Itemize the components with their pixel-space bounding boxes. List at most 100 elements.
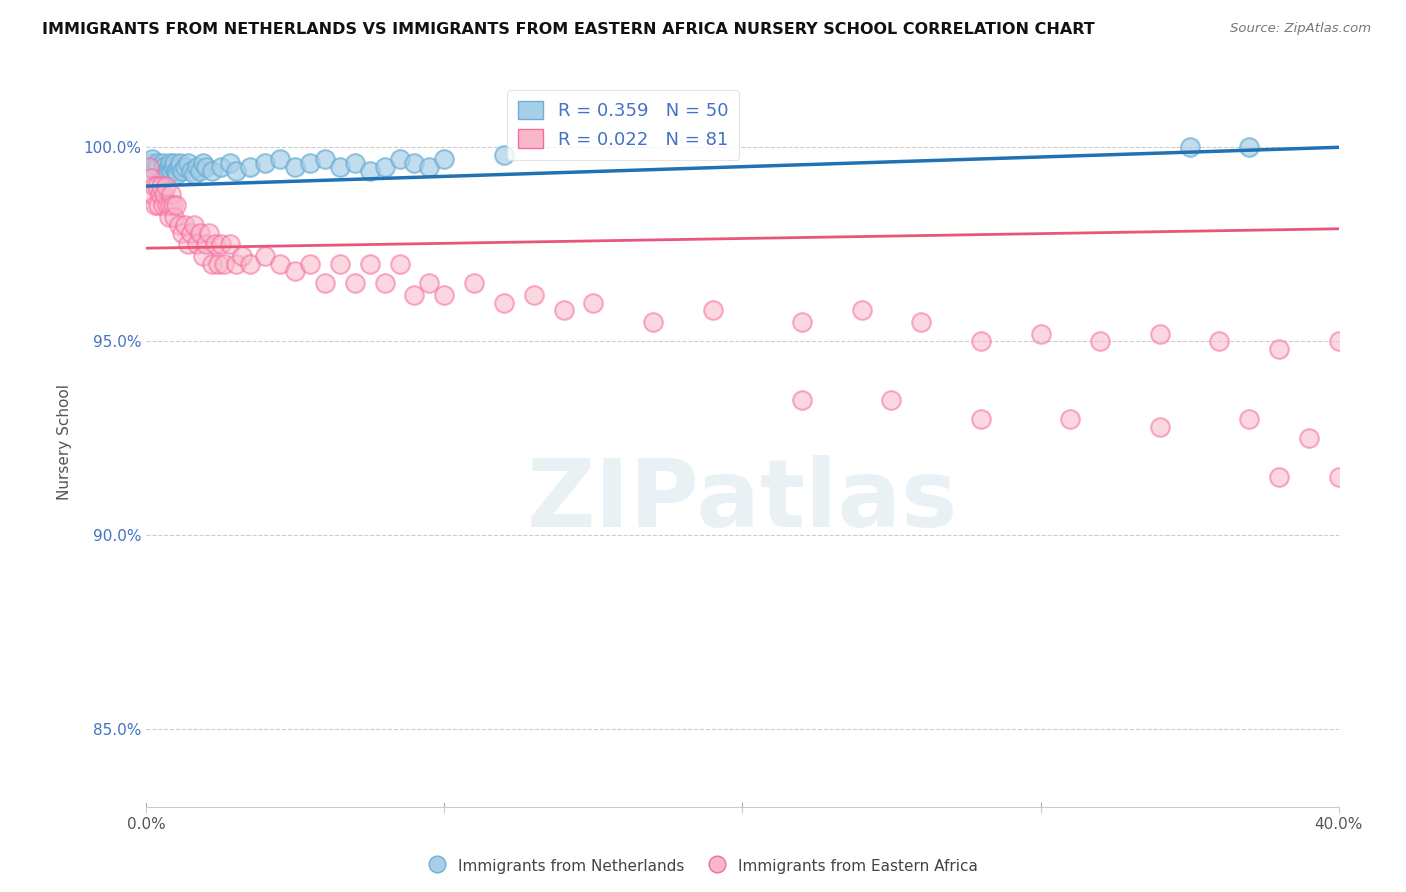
- Point: [1239, 412, 1261, 426]
- Point: [1268, 342, 1291, 356]
- Point: [138, 160, 160, 174]
- Point: [177, 237, 200, 252]
- Point: [254, 156, 277, 170]
- Point: [157, 160, 180, 174]
- Point: [197, 226, 219, 240]
- Point: [299, 257, 322, 271]
- Point: [141, 152, 163, 166]
- Point: [201, 163, 224, 178]
- Point: [218, 237, 240, 252]
- Point: [239, 160, 262, 174]
- Point: [191, 249, 214, 263]
- Point: [150, 168, 173, 182]
- Point: [553, 303, 575, 318]
- Point: [180, 163, 202, 178]
- Point: [329, 257, 352, 271]
- Point: [162, 160, 184, 174]
- Point: [146, 198, 169, 212]
- Point: [1388, 470, 1406, 484]
- Point: [153, 160, 176, 174]
- Point: [359, 163, 381, 178]
- Text: ZIPatlas: ZIPatlas: [527, 455, 957, 547]
- Point: [204, 237, 226, 252]
- Point: [153, 186, 176, 201]
- Point: [152, 198, 174, 212]
- Point: [418, 160, 440, 174]
- Point: [299, 156, 322, 170]
- Point: [170, 226, 193, 240]
- Point: [1298, 431, 1320, 445]
- Point: [170, 163, 193, 178]
- Point: [183, 218, 205, 232]
- Point: [1372, 490, 1395, 504]
- Point: [404, 156, 426, 170]
- Point: [174, 160, 197, 174]
- Point: [194, 160, 217, 174]
- Point: [343, 156, 366, 170]
- Point: [1208, 334, 1230, 349]
- Point: [388, 152, 411, 166]
- Point: [523, 287, 546, 301]
- Point: [314, 152, 336, 166]
- Point: [156, 198, 179, 212]
- Point: [1149, 419, 1171, 434]
- Point: [880, 392, 903, 407]
- Point: [1149, 326, 1171, 341]
- Point: [139, 171, 162, 186]
- Point: [790, 392, 813, 407]
- Point: [201, 257, 224, 271]
- Point: [186, 237, 208, 252]
- Point: [209, 160, 232, 174]
- Point: [141, 186, 163, 201]
- Point: [492, 148, 515, 162]
- Point: [209, 237, 232, 252]
- Point: [186, 160, 208, 174]
- Point: [145, 179, 167, 194]
- Point: [702, 303, 724, 318]
- Point: [159, 156, 181, 170]
- Point: [157, 210, 180, 224]
- Point: [254, 249, 277, 263]
- Point: [183, 168, 205, 182]
- Point: [180, 226, 202, 240]
- Point: [1178, 140, 1201, 154]
- Point: [152, 156, 174, 170]
- Point: [1059, 412, 1081, 426]
- Point: [143, 163, 166, 178]
- Point: [163, 156, 186, 170]
- Point: [284, 264, 307, 278]
- Point: [1327, 334, 1350, 349]
- Point: [160, 163, 183, 178]
- Point: [231, 249, 253, 263]
- Point: [359, 257, 381, 271]
- Text: IMMIGRANTS FROM NETHERLANDS VS IMMIGRANTS FROM EASTERN AFRICA NURSERY SCHOOL COR: IMMIGRANTS FROM NETHERLANDS VS IMMIGRANT…: [42, 22, 1095, 37]
- Point: [169, 156, 191, 170]
- Point: [146, 160, 169, 174]
- Point: [155, 163, 177, 178]
- Point: [177, 156, 200, 170]
- Point: [165, 198, 187, 212]
- Point: [143, 198, 166, 212]
- Point: [194, 237, 217, 252]
- Point: [1088, 334, 1111, 349]
- Point: [167, 218, 190, 232]
- Point: [641, 315, 664, 329]
- Point: [329, 160, 352, 174]
- Point: [225, 257, 247, 271]
- Point: [374, 160, 396, 174]
- Point: [970, 412, 993, 426]
- Point: [314, 276, 336, 290]
- Point: [142, 160, 165, 174]
- Point: [145, 156, 167, 170]
- Point: [851, 303, 873, 318]
- Point: [433, 287, 456, 301]
- Point: [166, 168, 188, 182]
- Point: [162, 198, 184, 212]
- Point: [156, 168, 179, 182]
- Point: [433, 152, 456, 166]
- Point: [148, 186, 170, 201]
- Point: [188, 226, 211, 240]
- Point: [155, 179, 177, 194]
- Point: [174, 218, 197, 232]
- Point: [159, 198, 181, 212]
